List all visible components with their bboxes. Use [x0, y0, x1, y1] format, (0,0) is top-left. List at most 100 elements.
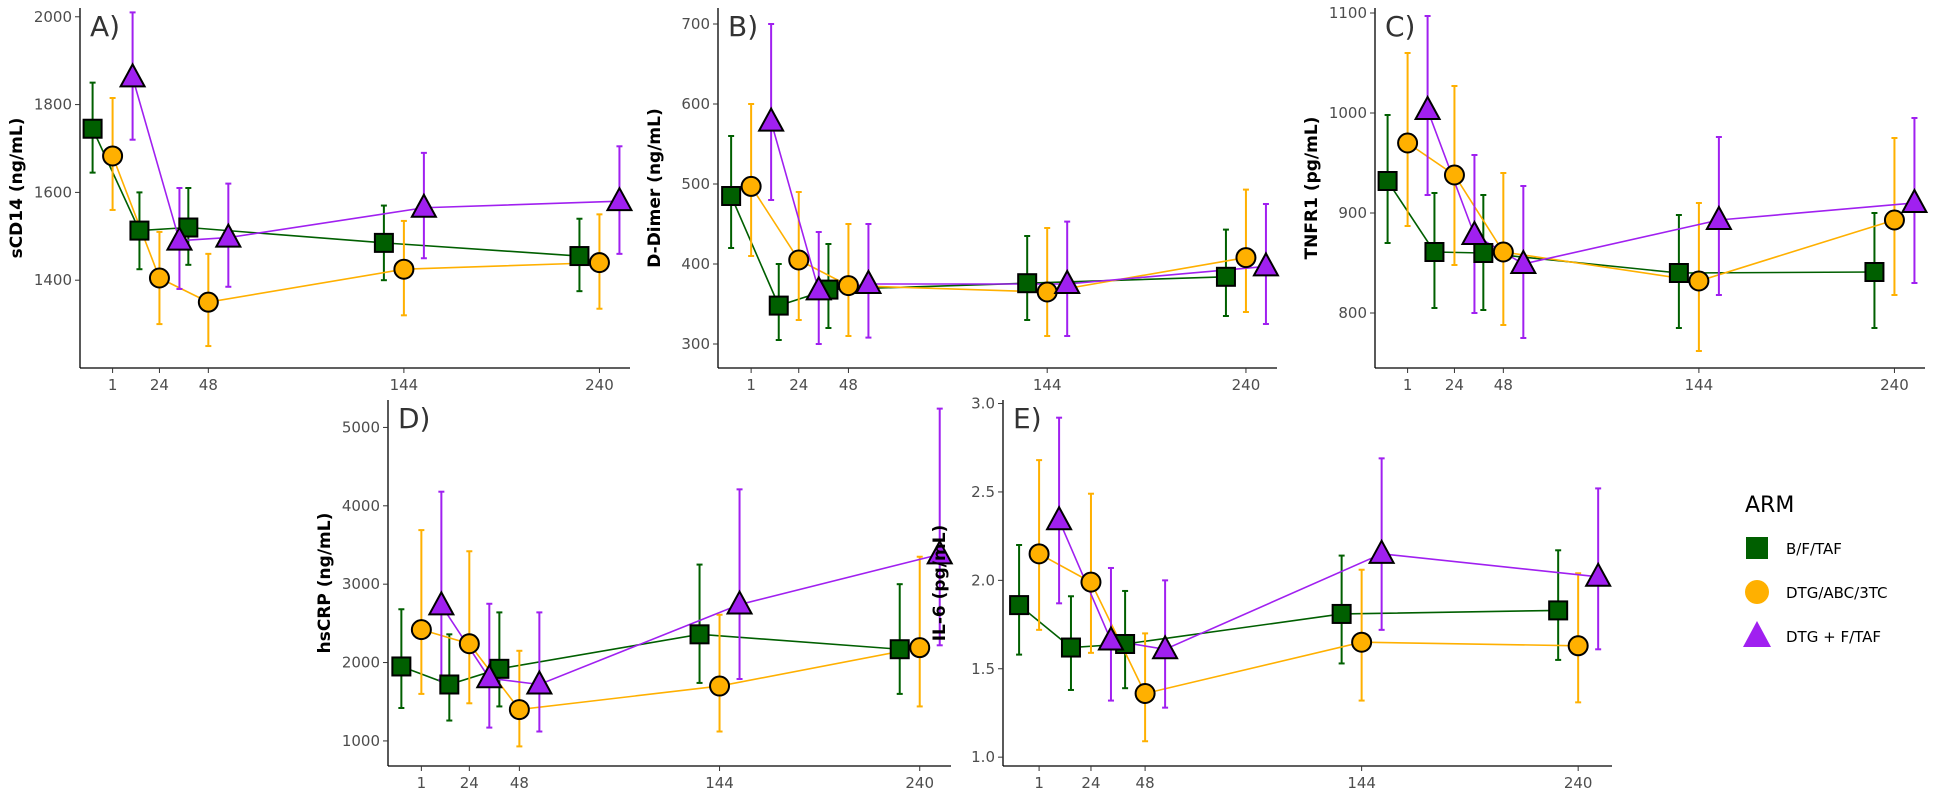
x-tick-label: 240 [905, 774, 934, 792]
x-tick-label: 48 [1494, 376, 1513, 394]
data-point [768, 295, 789, 316]
data-point [740, 175, 762, 197]
x-tick-label: 240 [1564, 774, 1593, 792]
series-line [440, 553, 940, 686]
series-dtg-abc-3tc [418, 529, 923, 748]
data-point [805, 275, 833, 301]
data-point [1235, 247, 1257, 269]
y-tick-label: 2000 [34, 8, 72, 26]
data-point [1009, 595, 1030, 616]
legend-title: ARM [1745, 493, 1794, 518]
panel-label: B) [728, 10, 758, 43]
data-point [1688, 270, 1710, 292]
series-dtg-f-taf [1424, 15, 1918, 339]
data-point [909, 637, 931, 659]
legend-label: DTG/ABC/3TC [1786, 584, 1888, 602]
y-tick-label: 800 [1338, 304, 1367, 322]
panel-c: 800 900 1000 1100 1 24 48 144 240 TNFR1 (pg/mL) C) [1302, 4, 1929, 394]
data-point [1215, 266, 1236, 287]
markers-b-f-taf [721, 186, 1236, 316]
data-point [525, 669, 554, 695]
data-point [1460, 219, 1489, 245]
data-point [1036, 281, 1058, 303]
series-dtg-f-taf [1056, 416, 1602, 709]
x-tick-label: 144 [390, 376, 419, 394]
markers-dtg-abc-3tc [410, 619, 931, 721]
data-point [1151, 634, 1179, 660]
x-tick-label: 144 [1347, 774, 1376, 792]
data-point [1053, 268, 1081, 294]
legend-key-triangle [1743, 621, 1771, 647]
legend-item-dtg-f-taf: DTG + F/TAF [1743, 621, 1881, 647]
data-point [788, 249, 810, 271]
data-point [757, 106, 785, 132]
data-point [1492, 241, 1514, 263]
data-point [1377, 171, 1398, 191]
y-tick-label: 1000 [1329, 104, 1367, 122]
series-dtg-f-taf [438, 407, 943, 733]
x-tick-label: 48 [1136, 774, 1155, 792]
data-point [475, 663, 504, 689]
panel-d: 1000 2000 3000 4000 5000 1 24 48 144 240 hsCRP (ng… [315, 400, 954, 792]
x-tick-label: 1 [108, 376, 118, 394]
data-point [148, 267, 170, 289]
y-axis-label: sCD14 (ng/mL) [7, 118, 27, 259]
y-tick-label: 4000 [342, 497, 380, 515]
x-tick-label: 24 [150, 376, 169, 394]
series-line [750, 185, 1247, 293]
x-tick-label: 144 [1033, 376, 1062, 394]
data-point [1331, 603, 1352, 624]
y-tick-label: 1600 [34, 183, 72, 201]
data-point [1584, 561, 1612, 587]
data-point [1045, 505, 1073, 531]
data-point [569, 246, 590, 267]
data-point [410, 192, 438, 218]
data-point [1017, 273, 1038, 294]
data-point [118, 62, 147, 88]
data-point [1668, 263, 1689, 283]
data-point [129, 220, 150, 241]
legend-label: DTG + F/TAF [1786, 628, 1881, 646]
data-point [837, 275, 859, 297]
data-point [1424, 242, 1445, 262]
series-dtg-abc-3tc [1404, 52, 1898, 352]
data-point [1028, 543, 1050, 565]
markers-dtg-abc-3tc [1397, 132, 1905, 292]
data-point [165, 225, 194, 251]
y-tick-label: 3000 [342, 575, 380, 593]
markers-dtg-f-taf [118, 62, 634, 251]
markers-b-f-taf [1009, 595, 1569, 658]
data-point [889, 639, 910, 660]
y-tick-label: 600 [681, 95, 710, 113]
y-tick-label: 5000 [342, 418, 380, 436]
x-tick-label: 144 [705, 774, 734, 792]
panel-label: C) [1385, 10, 1415, 43]
data-point [721, 186, 742, 206]
series-dtg-f-taf [768, 23, 1269, 345]
x-tick-label: 24 [1081, 774, 1100, 792]
y-axis-label: IL-6 (pg/mL) [930, 525, 950, 642]
x-tick-label: 240 [585, 376, 614, 394]
x-tick-label: 1 [1403, 376, 1413, 394]
data-point [508, 699, 530, 721]
data-point [1705, 204, 1733, 230]
legend-label: B/F/TAF [1786, 540, 1842, 558]
x-tick-label: 24 [1445, 376, 1464, 394]
y-tick-label: 1000 [342, 732, 380, 750]
y-tick-label: 900 [1338, 204, 1367, 222]
x-tick-label: 240 [1880, 376, 1909, 394]
data-point [102, 145, 124, 167]
y-tick-label: 1.0 [971, 748, 995, 766]
data-point [393, 258, 415, 280]
data-point [605, 186, 634, 212]
y-tick-label: 700 [681, 15, 710, 33]
y-tick-label: 2.0 [971, 571, 995, 589]
data-point [1509, 248, 1538, 274]
data-point [1567, 635, 1589, 657]
x-tick-label: 48 [510, 774, 529, 792]
data-point [214, 222, 243, 248]
panel-a: 1400 1600 1800 2000 1 24 48 144 240 sCD14 (ng/mL)… [7, 8, 634, 394]
legend: ARM B/F/TAF DTG/ABC/3TC DTG + F/TAF [1743, 493, 1888, 647]
